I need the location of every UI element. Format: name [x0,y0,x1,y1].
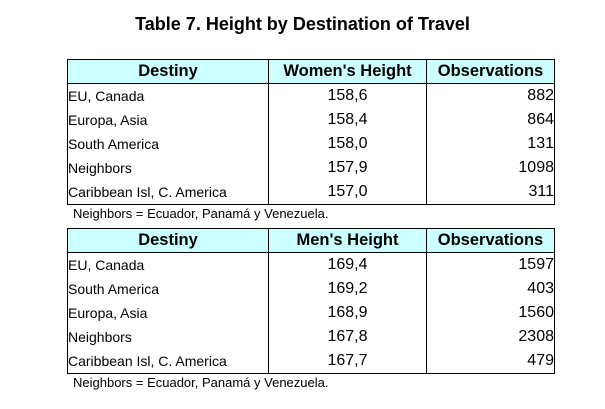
column-header-destiny: Destiny [67,59,269,84]
men-height-table: Destiny Men's Height Observations EU, Ca… [67,228,555,374]
height-cell: 158,4 [268,108,427,132]
destiny-cell: Europa, Asia [67,301,269,325]
observations-cell: 311 [426,180,555,205]
table-row: EU, Canada 169,4 1597 [67,252,555,277]
observations-cell: 2308 [426,325,555,349]
observations-cell: 1560 [426,301,555,325]
table-row: Europa, Asia 168,9 1560 [67,301,555,325]
destiny-cell: Caribbean Isl, C. America [67,180,269,205]
height-cell: 167,7 [268,349,427,374]
destiny-cell: South America [67,132,269,156]
header-row: Destiny Women's Height Observations [67,59,555,84]
women-table-footnote: Neighbors = Ecuador, Panamá y Venezuela. [73,206,329,221]
observations-cell: 1098 [426,156,555,180]
column-header-observations: Observations [426,59,555,84]
height-cell: 157,9 [268,156,427,180]
observations-cell: 1597 [426,252,555,277]
observations-cell: 882 [426,83,555,108]
destiny-cell: EU, Canada [67,83,269,108]
table-row: EU, Canada 158,6 882 [67,83,555,108]
destiny-cell: Neighbors [67,156,269,180]
height-cell: 169,4 [268,252,427,277]
table-row: South America 158,0 131 [67,132,555,156]
height-cell: 157,0 [268,180,427,205]
height-cell: 167,8 [268,325,427,349]
header-row: Destiny Men's Height Observations [67,228,555,253]
table-row: Caribbean Isl, C. America 157,0 311 [67,180,555,205]
table-title: Table 7. Height by Destination of Travel [135,14,470,34]
men-table-footnote: Neighbors = Ecuador, Panamá y Venezuela. [73,375,329,390]
height-cell: 168,9 [268,301,427,325]
table-row: South America 169,2 403 [67,277,555,301]
column-header-destiny: Destiny [67,228,269,253]
table-row: Neighbors 157,9 1098 [67,156,555,180]
column-header-height: Men's Height [268,228,427,253]
destiny-cell: South America [67,277,269,301]
column-header-observations: Observations [426,228,555,253]
destiny-cell: EU, Canada [67,252,269,277]
observations-cell: 479 [426,349,555,374]
height-cell: 158,0 [268,132,427,156]
observations-cell: 403 [426,277,555,301]
table-row: Caribbean Isl, C. America 167,7 479 [67,349,555,374]
destiny-cell: Caribbean Isl, C. America [67,349,269,374]
table-row: Europa, Asia 158,4 864 [67,108,555,132]
destiny-cell: Neighbors [67,325,269,349]
women-height-table: Destiny Women's Height Observations EU, … [67,59,555,205]
height-cell: 158,6 [268,83,427,108]
observations-cell: 131 [426,132,555,156]
table-row: Neighbors 167,8 2308 [67,325,555,349]
column-header-height: Women's Height [268,59,427,84]
observations-cell: 864 [426,108,555,132]
destiny-cell: Europa, Asia [67,108,269,132]
height-cell: 169,2 [268,277,427,301]
